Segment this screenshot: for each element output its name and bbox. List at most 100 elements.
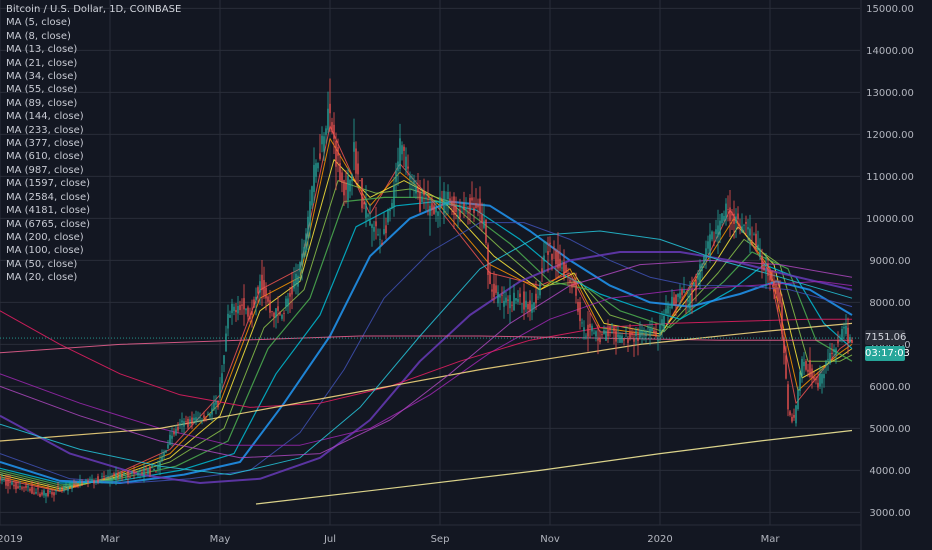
candle-body bbox=[369, 220, 371, 226]
candle-body bbox=[83, 484, 85, 485]
candle-body bbox=[183, 421, 185, 427]
ma-legend-item[interactable]: MA (200, close) bbox=[6, 231, 84, 243]
candle-body bbox=[97, 476, 99, 483]
ma-legend-item[interactable]: MA (4181, close) bbox=[6, 205, 91, 217]
candle-body bbox=[685, 300, 687, 302]
candle-body bbox=[195, 417, 197, 423]
ma-legend-item[interactable]: MA (987, close) bbox=[6, 164, 84, 176]
ma-legend-item[interactable]: MA (55, close) bbox=[6, 84, 78, 96]
x-tick-label: Mar bbox=[101, 534, 121, 545]
ma-legend-item[interactable]: MA (13, close) bbox=[6, 44, 78, 56]
candle-body bbox=[419, 191, 421, 212]
candle-body bbox=[533, 302, 535, 309]
candle-body bbox=[455, 206, 457, 213]
ma-legend-item[interactable]: MA (100, close) bbox=[6, 245, 84, 257]
ma-legend-item[interactable]: MA (89, close) bbox=[6, 97, 78, 109]
candle-body bbox=[843, 327, 845, 329]
ma-legend-item[interactable]: MA (8, close) bbox=[6, 30, 71, 42]
candle-body bbox=[821, 374, 823, 384]
candle-body bbox=[735, 216, 737, 223]
ma-legend-item[interactable]: MA (50, close) bbox=[6, 258, 78, 270]
candle-body bbox=[529, 300, 531, 312]
candle-body bbox=[665, 308, 667, 314]
ma-legend-item[interactable]: MA (233, close) bbox=[6, 124, 84, 136]
candle-body bbox=[307, 216, 309, 239]
candle-body bbox=[175, 428, 177, 435]
candle-body bbox=[399, 138, 401, 170]
candle-body bbox=[397, 161, 399, 171]
x-tick-label: Sep bbox=[431, 534, 450, 545]
candle-body bbox=[319, 153, 321, 159]
candle-body bbox=[799, 371, 801, 392]
candle-body bbox=[691, 289, 693, 302]
candle-body bbox=[579, 302, 581, 322]
candle-body bbox=[781, 302, 783, 335]
candle-body bbox=[143, 468, 145, 477]
candle-body bbox=[445, 199, 447, 206]
candle-body bbox=[641, 330, 643, 336]
candle-body bbox=[473, 207, 475, 213]
ma-legend-item[interactable]: MA (34, close) bbox=[6, 71, 78, 83]
candle-body bbox=[773, 280, 775, 286]
candle-body bbox=[71, 484, 73, 489]
candle-body bbox=[457, 215, 459, 218]
candle-body bbox=[433, 205, 435, 214]
candle-body bbox=[281, 314, 283, 319]
candle-body bbox=[501, 294, 503, 296]
candle-body bbox=[497, 292, 499, 304]
candle-body bbox=[119, 474, 121, 479]
ma-legend-item[interactable]: MA (1597, close) bbox=[6, 178, 91, 190]
candle-body bbox=[851, 339, 853, 343]
time-axis[interactable]: 2019 Mar May Jul Sep Nov 2020 Mar bbox=[0, 524, 861, 545]
candle-body bbox=[519, 293, 521, 297]
candle-body bbox=[127, 471, 129, 478]
candle-body bbox=[465, 208, 467, 210]
candle-body bbox=[211, 408, 213, 415]
candle-body bbox=[371, 224, 373, 228]
candle-body bbox=[51, 492, 53, 495]
candle-body bbox=[649, 328, 651, 336]
ma-legend-item[interactable]: MA (21, close) bbox=[6, 57, 78, 69]
candle-body bbox=[849, 336, 851, 342]
candle-body bbox=[275, 308, 277, 318]
candle-body bbox=[221, 373, 223, 384]
candle-body bbox=[363, 202, 365, 205]
candle-body bbox=[361, 178, 363, 209]
ma-legend-item[interactable]: MA (20, close) bbox=[6, 272, 78, 284]
ma-legend-item[interactable]: MA (610, close) bbox=[6, 151, 84, 163]
ma-legend-item[interactable]: MA (6765, close) bbox=[6, 218, 91, 230]
candle-body bbox=[343, 180, 345, 196]
ma-legend-item[interactable]: MA (5, close) bbox=[6, 17, 71, 29]
candle-body bbox=[345, 182, 347, 190]
candle-body bbox=[449, 198, 451, 201]
x-tick-label: Mar bbox=[761, 534, 781, 545]
candle-body bbox=[823, 374, 825, 379]
candle-body bbox=[75, 484, 77, 487]
candle-body bbox=[267, 296, 269, 302]
candle-body bbox=[765, 270, 767, 273]
candle-body bbox=[777, 287, 779, 301]
symbol-title[interactable]: Bitcoin / U.S. Dollar, 1D, COINBASE bbox=[6, 4, 182, 15]
candle-body bbox=[637, 337, 639, 342]
candle-body bbox=[297, 275, 299, 287]
price-axis[interactable]: 3000.00 4000.00 5000.00 6000.00 7000.00 8000.… bbox=[860, 0, 914, 550]
candle-body bbox=[85, 479, 87, 482]
x-tick-label: 2019 bbox=[0, 534, 23, 545]
candle-body bbox=[295, 273, 297, 285]
ma-legend-item[interactable]: MA (377, close) bbox=[6, 138, 84, 150]
candle-body bbox=[705, 248, 707, 261]
candle-body bbox=[215, 400, 217, 405]
candle-body bbox=[713, 242, 715, 244]
candle-body bbox=[585, 335, 587, 337]
candle-body bbox=[365, 203, 367, 218]
candle-body bbox=[545, 242, 547, 244]
ma-legend-item[interactable]: MA (2584, close) bbox=[6, 191, 91, 203]
ma-legend-item[interactable]: MA (144, close) bbox=[6, 111, 84, 123]
candle-body bbox=[285, 298, 287, 307]
candle-body bbox=[145, 469, 147, 471]
candle-body bbox=[289, 293, 291, 297]
candle-body bbox=[547, 251, 549, 255]
candle-body bbox=[591, 325, 593, 332]
candle-body bbox=[521, 303, 523, 305]
